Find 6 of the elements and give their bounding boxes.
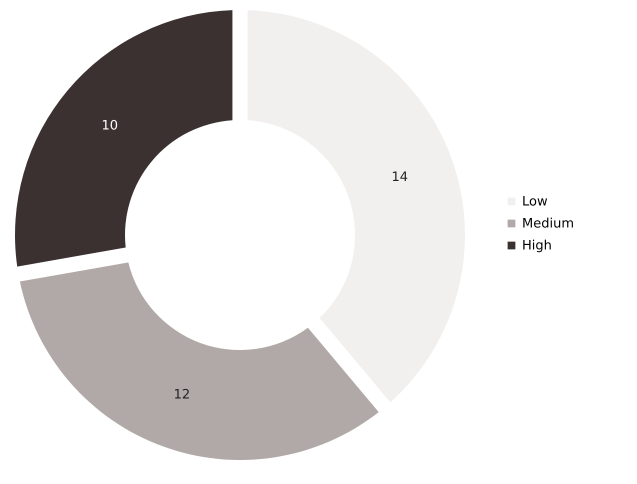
data-label: 10 xyxy=(102,118,118,134)
data-label: 12 xyxy=(174,388,190,403)
data-label: 14 xyxy=(391,170,408,185)
legend-label: High xyxy=(522,238,552,254)
legend-label: Medium xyxy=(522,216,574,232)
legend-label: Low xyxy=(522,194,548,210)
